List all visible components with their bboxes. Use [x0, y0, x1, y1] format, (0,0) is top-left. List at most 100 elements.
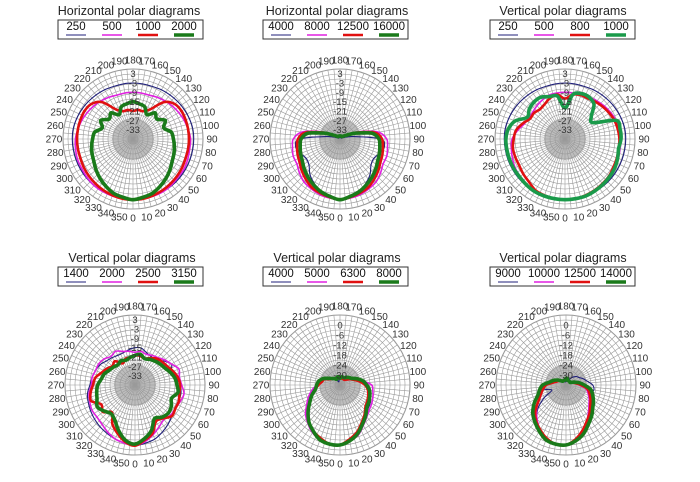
angle-tick-label: 90: [638, 135, 650, 146]
angle-tick-label: 240: [56, 95, 73, 106]
angle-tick-label: 50: [620, 185, 632, 196]
grid-spoke: [153, 355, 199, 377]
angle-tick-label: 260: [254, 367, 271, 378]
grid-spoke: [354, 153, 390, 189]
chart-title: Vertical polar diagrams: [68, 251, 195, 265]
grid-spoke: [512, 339, 567, 386]
radial-tick-label: -33: [126, 125, 140, 136]
radial-tick-label: -33: [333, 125, 347, 136]
radial-tick-label: -21: [333, 107, 347, 118]
legend-label: 8000: [376, 268, 402, 280]
grid-spoke: [512, 384, 567, 431]
grid-spoke: [536, 321, 558, 367]
grid-spoke: [134, 384, 196, 421]
angle-tick-label: 270: [253, 381, 270, 392]
angle-tick-label: 120: [625, 95, 642, 106]
grid-spoke: [132, 138, 194, 175]
grid-spoke: [520, 331, 567, 386]
legend-label: 4000: [268, 21, 294, 33]
chart-title: Vertical polar diagrams: [499, 251, 626, 265]
angle-tick-label: 120: [400, 95, 417, 106]
angle-tick-label: 190: [543, 57, 560, 68]
legend-label: 500: [534, 21, 553, 33]
radial-tick-label: -21: [558, 107, 572, 118]
angle-tick-label: 110: [406, 353, 422, 364]
radial-tick-label: -9: [336, 88, 344, 99]
grid-spoke: [134, 372, 204, 386]
angle-tick-label: 0: [337, 460, 343, 471]
legend: 1400 2000 2500 3150: [57, 266, 204, 287]
angle-tick-label: 230: [271, 330, 288, 341]
angle-tick-label: 90: [413, 381, 425, 392]
radial-tick-label: -3: [129, 79, 137, 90]
grid-spoke: [65, 144, 113, 158]
grid-spoke: [345, 405, 359, 453]
grid-spoke: [564, 73, 590, 140]
grid-spoke: [351, 156, 381, 197]
grid-spoke: [128, 405, 134, 455]
angle-tick-label: 300: [488, 174, 505, 185]
polar-grid: [495, 314, 637, 456]
angle-tick-label: 180: [558, 302, 575, 313]
angle-tick-label: 290: [50, 162, 67, 173]
angle-tick-label: 340: [305, 455, 322, 466]
angle-tick-label: 210: [518, 312, 535, 323]
radial-tick-label: -12: [333, 341, 347, 352]
grid-spoke: [271, 372, 341, 386]
angle-tick-label: 310: [271, 185, 288, 196]
angle-tick-label: 310: [271, 431, 288, 442]
angle-tick-label: 310: [66, 431, 83, 442]
chart-title: Vertical polar diagrams: [499, 4, 626, 18]
angle-tick-label: 60: [403, 174, 415, 185]
grid-spoke: [134, 159, 140, 209]
grid-spoke: [339, 316, 353, 386]
angle-tick-label: 50: [395, 431, 407, 442]
legend: 4000 5000 6300 8000: [262, 266, 409, 287]
grid-spoke: [497, 144, 545, 158]
grid-spoke: [74, 384, 136, 421]
angle-tick-label: 50: [395, 185, 407, 196]
grid-spoke: [276, 355, 322, 377]
angle-tick-label: 220: [507, 320, 524, 331]
grid-spoke: [114, 159, 128, 207]
angle-tick-label: 200: [98, 60, 115, 71]
chart-title: Horizontal polar diagrams: [58, 4, 200, 18]
angle-tick-label: 70: [634, 162, 646, 173]
grid-spoke: [153, 144, 201, 158]
angle-tick-label: 190: [318, 57, 335, 68]
grid-spoke: [583, 344, 624, 374]
angle-tick-label: 110: [199, 107, 215, 118]
series-curve-2000: [89, 99, 177, 202]
grid-spoke: [565, 384, 635, 398]
grid-spoke: [525, 402, 555, 443]
angle-tick-label: 170: [138, 57, 155, 68]
angle-tick-label: 110: [631, 107, 647, 118]
grid-spoke: [282, 98, 323, 128]
series-curve-1000: [504, 91, 623, 202]
series-curve-16000: [298, 130, 382, 202]
angle-tick-label: 150: [597, 312, 614, 323]
angle-tick-label: 190: [318, 303, 335, 314]
angle-tick-label: 30: [167, 203, 179, 214]
radial-tick-label: 3: [130, 69, 135, 80]
grid-spoke: [69, 384, 136, 410]
angle-tick-label: 280: [47, 148, 64, 159]
legend-box: [57, 266, 204, 287]
grid-spoke: [310, 321, 332, 367]
grid-spoke: [270, 378, 320, 384]
angle-tick-label: 270: [479, 381, 496, 392]
angle-tick-label: 160: [154, 306, 171, 317]
radial-tick-label: -24: [559, 361, 573, 372]
angle-tick-label: 300: [263, 174, 280, 185]
legend-label: 8000: [304, 21, 330, 33]
angle-tick-label: 30: [600, 449, 612, 460]
grid-spoke: [508, 344, 549, 374]
angle-tick-label: 320: [74, 195, 91, 206]
grid-spoke: [564, 138, 631, 164]
grid-spoke: [348, 157, 370, 203]
angle-tick-label: 30: [374, 203, 386, 214]
grid-spoke: [345, 317, 359, 365]
angle-tick-label: 240: [263, 95, 280, 106]
angle-tick-label: 140: [382, 74, 399, 85]
angle-tick-label: 290: [257, 162, 274, 173]
